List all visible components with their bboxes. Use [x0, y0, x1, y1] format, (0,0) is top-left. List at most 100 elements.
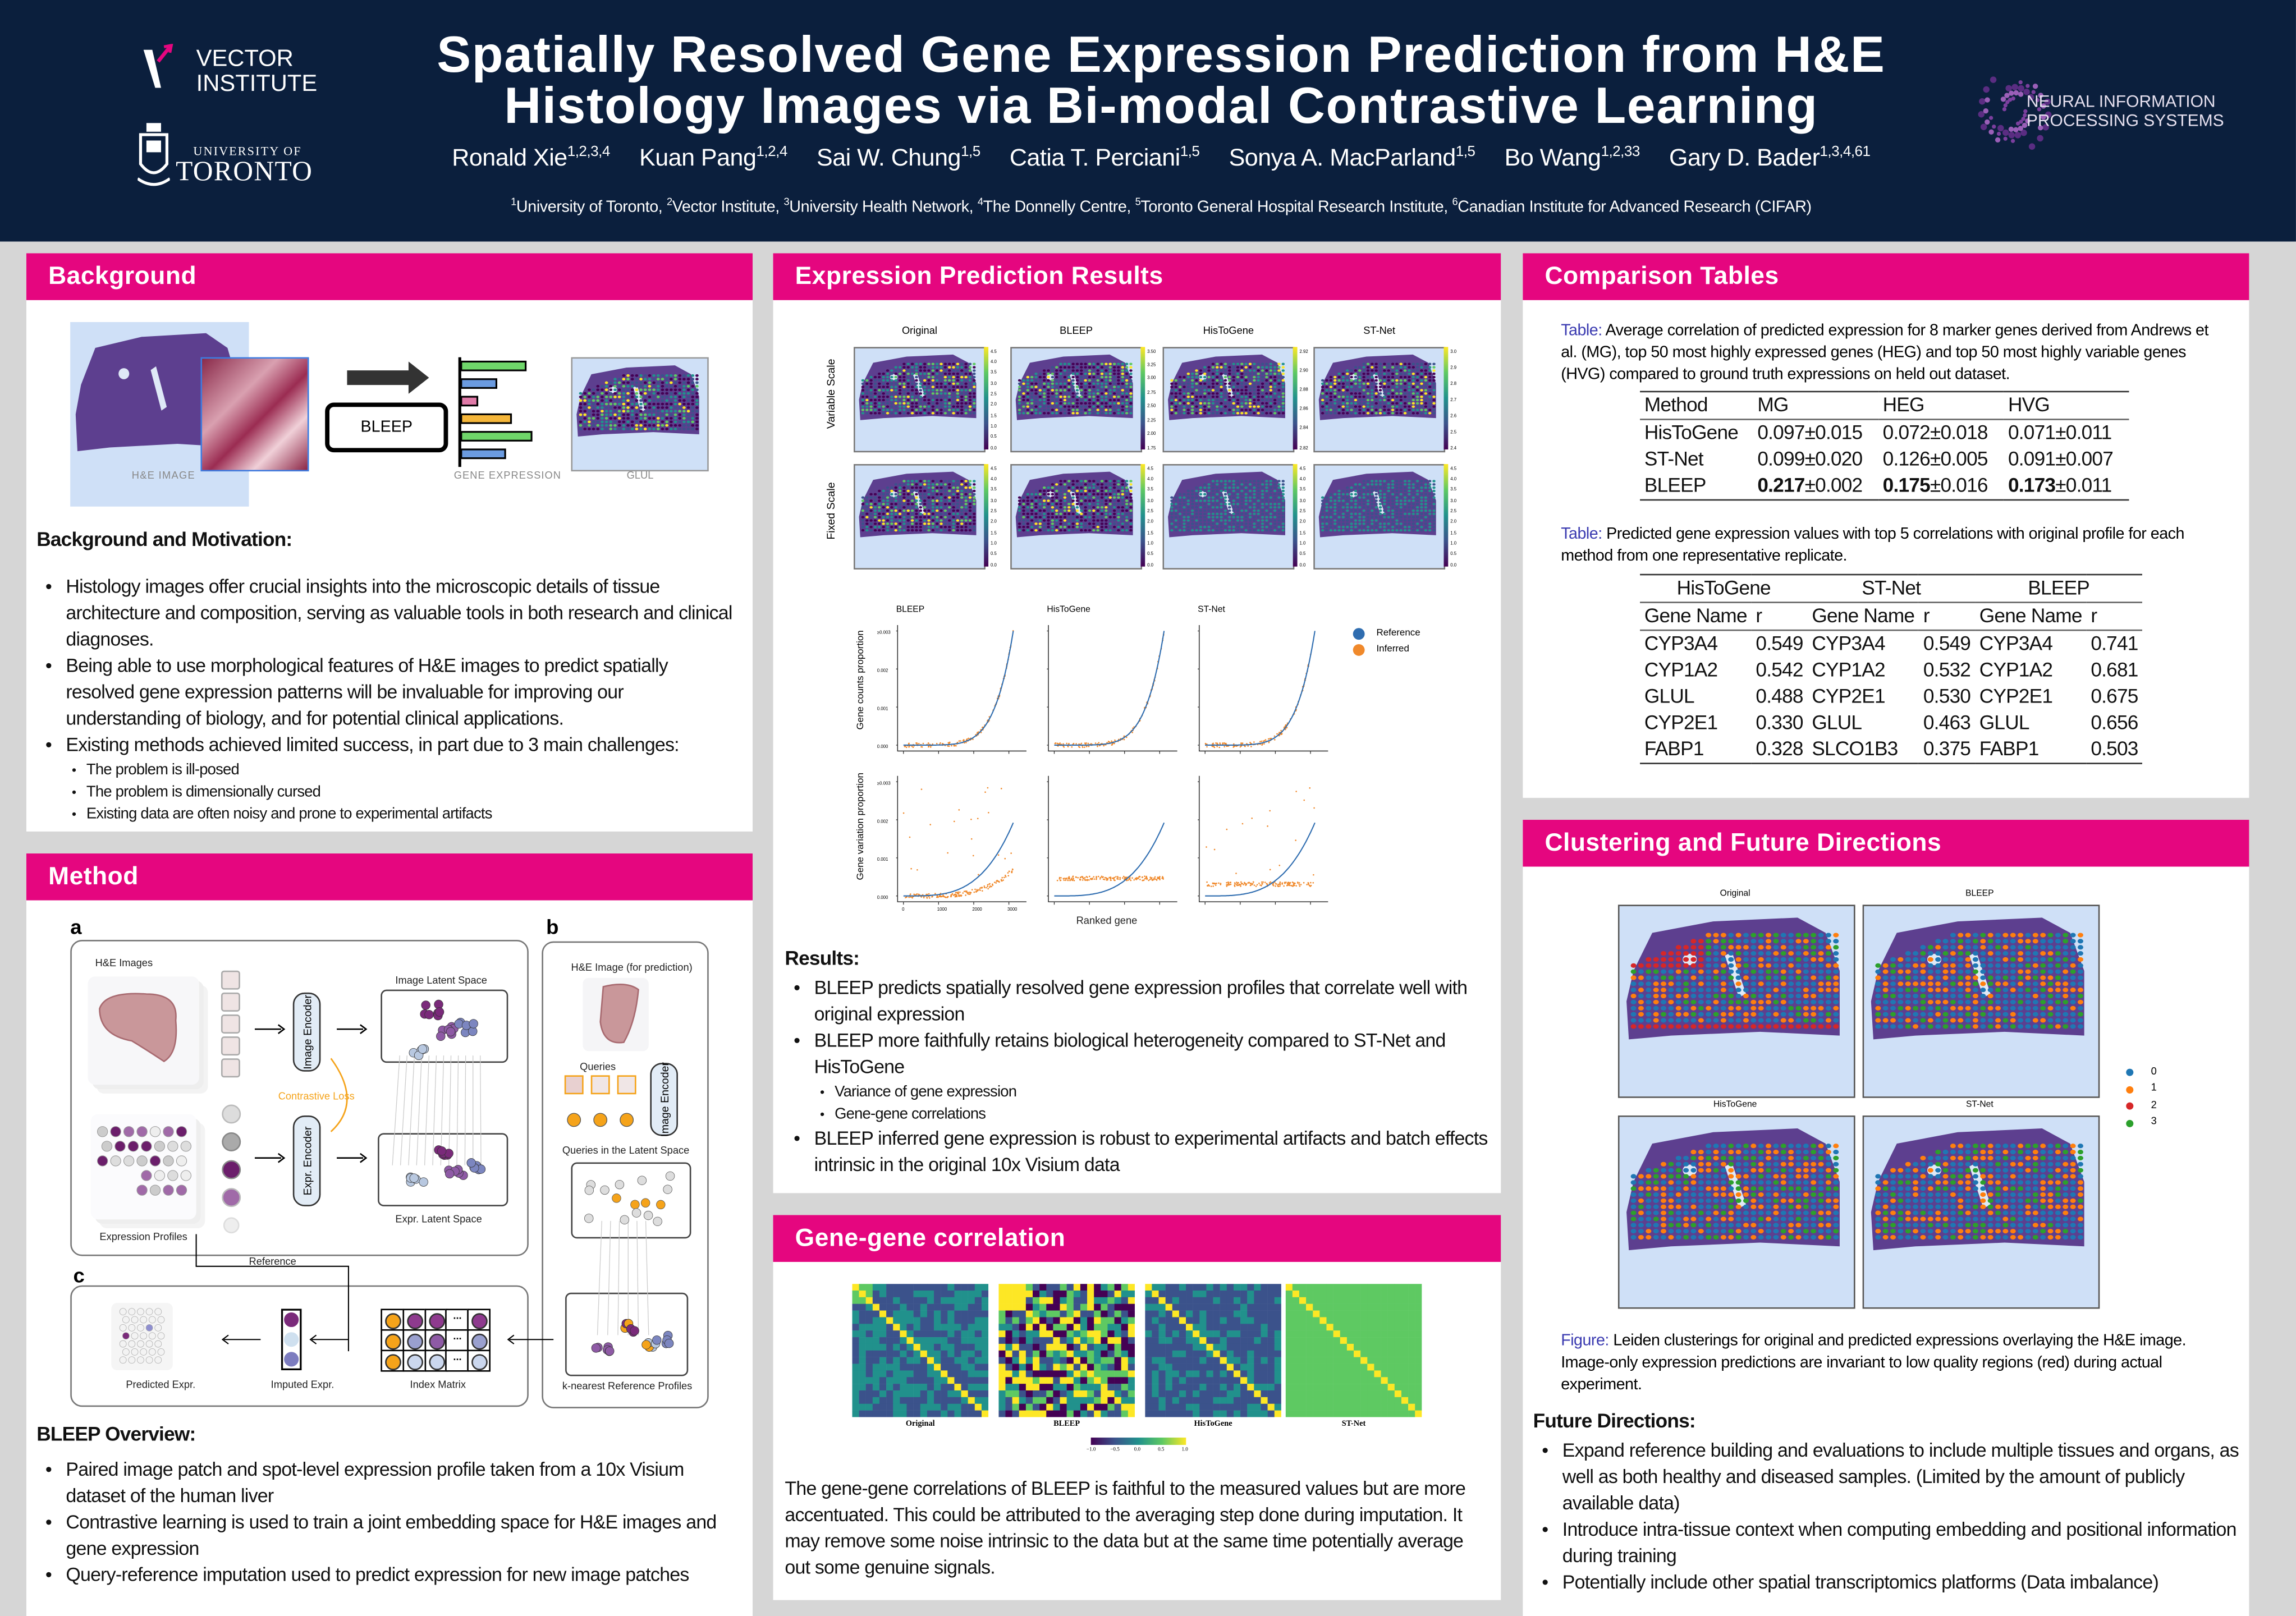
spot: [1420, 519, 1423, 522]
spot: [1080, 362, 1083, 365]
spot: [956, 509, 960, 512]
spot: [1067, 375, 1071, 379]
spot: [940, 382, 943, 385]
spot: [1059, 395, 1062, 398]
spot: [1277, 496, 1281, 499]
spot: [1424, 362, 1428, 365]
spot: [583, 396, 587, 398]
inferred-point: [947, 745, 949, 747]
spot: [940, 496, 943, 499]
spot: [1273, 493, 1277, 495]
neurips-dot: [2041, 103, 2046, 109]
spot: [1186, 385, 1190, 388]
spot: [894, 385, 897, 388]
spot: [1220, 408, 1223, 411]
spot: [1100, 395, 1104, 398]
spot: [1333, 496, 1337, 499]
spot: [1075, 522, 1079, 525]
spot: [1071, 493, 1075, 495]
spot: [1092, 486, 1096, 489]
inferred-point: [1000, 788, 1002, 789]
vessel: [1222, 490, 1234, 515]
spot: [1059, 412, 1062, 415]
spot: [1080, 512, 1083, 516]
spot: [1092, 480, 1096, 483]
spot: [1321, 526, 1325, 529]
spot: [1100, 519, 1104, 522]
spot: [1257, 402, 1260, 405]
spot: [617, 424, 621, 427]
spot: [1391, 516, 1395, 518]
inferred-point: [1093, 876, 1095, 878]
spot: [1051, 522, 1055, 525]
spot: [1055, 516, 1058, 518]
affiliation-number: 2: [666, 198, 672, 208]
spot: [910, 486, 914, 489]
spot: [940, 503, 943, 506]
spot: [1395, 499, 1399, 502]
spot: [1112, 509, 1116, 512]
spot: [898, 522, 902, 525]
profile-dot: [406, 1312, 423, 1329]
spot: [1378, 412, 1382, 415]
spot: [1383, 366, 1386, 369]
spot: [927, 489, 931, 493]
spot: [1321, 519, 1325, 522]
spot: [890, 382, 893, 385]
spot: [1403, 506, 1407, 509]
spot: [604, 428, 608, 430]
spot: [1378, 480, 1382, 483]
spot: [648, 428, 652, 430]
inferred-point: [1130, 879, 1132, 882]
spot: [943, 522, 947, 525]
spot: [617, 399, 621, 402]
image-patches: [221, 970, 240, 1088]
spot: [1026, 382, 1030, 385]
spot: [643, 402, 647, 406]
spot: [1195, 375, 1198, 379]
spot: [1432, 392, 1436, 395]
spot: [1121, 526, 1125, 529]
spot: [1395, 369, 1399, 372]
spot: [1358, 379, 1362, 382]
spot: [1236, 516, 1240, 518]
colorbar-tick-label: 2.0: [1299, 518, 1306, 525]
spot: [1220, 506, 1223, 509]
spot: [1269, 529, 1273, 532]
spot: [1420, 369, 1423, 372]
expression-spot: [176, 1185, 187, 1196]
spot: [652, 396, 656, 398]
spot: [1096, 493, 1099, 495]
spot: [902, 398, 906, 402]
spot: [1117, 529, 1120, 532]
spot: [1100, 499, 1104, 502]
spot: [1047, 379, 1050, 382]
predicted-spot: [137, 1340, 144, 1348]
spot: [1411, 395, 1415, 398]
spot: [1129, 529, 1133, 532]
spot: [1125, 412, 1129, 415]
spot: [678, 402, 682, 406]
spot: [1199, 503, 1203, 506]
spot: [1112, 526, 1116, 529]
spot: [1075, 509, 1079, 512]
spot: [1244, 499, 1248, 502]
spot: [1383, 489, 1386, 493]
inferred-point: [1004, 874, 1006, 876]
spot: [1084, 509, 1087, 512]
spot: [1321, 509, 1325, 512]
spot: [1269, 408, 1273, 411]
spot: [956, 362, 960, 365]
spot: [1358, 395, 1362, 398]
spot: [973, 402, 976, 405]
spot: [609, 410, 613, 413]
spot: [1108, 480, 1112, 483]
spot: [1273, 366, 1277, 369]
spot: [1281, 369, 1285, 372]
spot: [1084, 486, 1087, 489]
spot: [927, 506, 931, 509]
spot: [1100, 389, 1104, 392]
spot: [1366, 373, 1370, 375]
spot: [661, 378, 664, 381]
spot: [1075, 529, 1079, 532]
